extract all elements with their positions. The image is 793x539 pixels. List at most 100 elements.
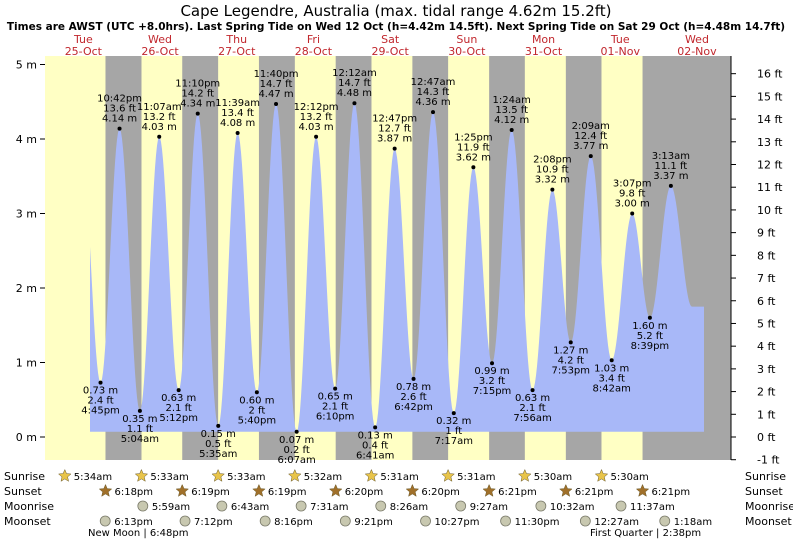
low-tide-marker	[530, 388, 535, 393]
day-headers: Tue25-OctWed26-OctThu27-OctFri28-OctSat2…	[65, 33, 717, 58]
sunset-time: 6:18pm	[114, 487, 153, 498]
day-name: Fri	[307, 33, 320, 46]
high-tide-label: 11.1 ft	[655, 161, 688, 172]
high-tide-label: 14.2 ft	[181, 89, 214, 100]
sunset-time: 6:19pm	[268, 487, 307, 498]
sunset-icon	[98, 483, 113, 497]
low-tide-label: 2 ft	[248, 405, 265, 416]
high-tide-label: 4.03 m	[142, 122, 177, 133]
sunrise-icon	[517, 468, 532, 482]
sunrise-icon	[57, 468, 72, 482]
day-date: 01-Nov	[601, 45, 641, 58]
moonset-time: 8:16pm	[274, 517, 313, 528]
high-tide-label: 10.9 ft	[536, 165, 569, 176]
low-tide-marker	[176, 388, 181, 393]
moonrise-icon	[535, 500, 547, 512]
day-name: Tue	[73, 33, 93, 46]
low-tide-marker	[254, 390, 259, 395]
low-tide-label: 6:07am	[277, 455, 315, 466]
row-label-left: Sunrise	[4, 470, 45, 483]
low-tide-label: 7:17am	[435, 436, 473, 447]
high-tide-label: 3.32 m	[535, 175, 570, 186]
high-tide-marker	[314, 134, 319, 139]
moonrise-icon	[216, 500, 228, 512]
low-tide-label: 0.32 m	[436, 416, 471, 427]
moonset-time: 1:18am	[674, 517, 712, 528]
row-label-right: Moonset	[745, 515, 792, 528]
high-tide-label: 3:07pm	[613, 179, 652, 190]
y-tick-label-left: 0 m	[16, 431, 37, 444]
low-tide-label: 0.2 ft	[283, 445, 309, 456]
y-tick-label-left: 1 m	[16, 357, 37, 370]
low-tide-label: 2.1 ft	[165, 403, 191, 414]
sunrise-icon	[287, 468, 302, 482]
row-label-left: Moonrise	[4, 500, 54, 513]
row-label-right: Moonrise	[745, 500, 793, 513]
low-tide-label: 0.65 m	[318, 392, 353, 403]
low-tide-label: 4:45pm	[81, 406, 120, 417]
y-tick-label-left: 2 m	[16, 282, 37, 295]
low-tide-label: 5.2 ft	[637, 331, 663, 342]
low-tide-marker	[647, 315, 652, 320]
sunset-icon	[175, 483, 190, 497]
y-tick-label-right: 10 ft	[757, 204, 783, 217]
low-tide-label: 0.15 m	[201, 429, 236, 440]
row-label-right: Sunset	[745, 485, 783, 498]
day-date: 26-Oct	[141, 45, 179, 58]
high-tide-label: 12:47pm	[372, 114, 417, 125]
sunset-icon	[405, 483, 420, 497]
high-tide-label: 2:09am	[572, 121, 610, 132]
low-tide-label: 0.63 m	[515, 393, 550, 404]
moonset-time: 12:27am	[594, 517, 639, 528]
row-label-left: Moonset	[4, 515, 51, 528]
day-date: 27-Oct	[218, 45, 256, 58]
low-tide-label: 0.35 m	[122, 414, 157, 425]
low-tide-label: 7:56am	[513, 413, 551, 424]
low-tide-marker	[333, 386, 338, 391]
low-tide-label: 0.60 m	[239, 395, 274, 406]
y-tick-label-left: 3 m	[16, 208, 37, 221]
day-date: 30-Oct	[448, 45, 486, 58]
sunrise-time: 5:30am	[534, 472, 572, 483]
sunrise-icon	[441, 468, 455, 482]
high-tide-label: 3.77 m	[573, 141, 608, 152]
moonset-icon	[99, 515, 111, 527]
y-tick-label-right: 9 ft	[757, 227, 776, 240]
sunset-icon	[482, 483, 496, 497]
day-name: Tue	[610, 33, 630, 46]
high-tide-marker	[117, 126, 122, 131]
high-tide-marker	[471, 165, 476, 170]
low-tide-marker	[294, 429, 299, 434]
low-tide-label: 0.5 ft	[205, 439, 231, 450]
high-tide-marker	[550, 187, 555, 192]
y-tick-label-right: 8 ft	[757, 249, 776, 262]
low-tide-label: 7:53pm	[551, 365, 590, 376]
high-tide-label: 14.3 ft	[417, 87, 450, 98]
day-date: 02-Nov	[677, 45, 717, 58]
low-tide-label: 8:39pm	[631, 341, 670, 352]
y-tick-label-left: 4 m	[16, 133, 37, 146]
low-tide-label: 5:12pm	[159, 413, 198, 424]
moonset-time: 10:27pm	[435, 517, 480, 528]
high-tide-label: 12:12pm	[294, 102, 339, 113]
moonrise-time: 7:31am	[310, 502, 348, 513]
high-tide-label: 3.00 m	[615, 199, 650, 210]
moonrise-time: 9:27am	[470, 502, 508, 513]
y-tick-label-right: 3 ft	[757, 363, 776, 376]
moonrise-icon	[137, 500, 149, 512]
y-tick-label-right: 6 ft	[757, 295, 776, 308]
y-tick-label-right: 11 ft	[757, 181, 783, 194]
moonrise-time: 8:26am	[390, 502, 428, 513]
low-tide-marker	[137, 408, 142, 413]
day-name: Mon	[532, 33, 555, 46]
sunrise-time: 5:32am	[304, 472, 342, 483]
low-tide-label: 4.2 ft	[558, 355, 584, 366]
high-tide-label: 10:42pm	[97, 94, 142, 105]
day-name: Wed	[685, 33, 709, 46]
high-tide-label: 11.9 ft	[457, 142, 490, 153]
high-tide-label: 4.36 m	[415, 97, 450, 108]
y-tick-label-right: 16 ft	[757, 68, 783, 81]
low-tide-label: 1.03 m	[594, 363, 629, 374]
moonset-icon	[179, 515, 191, 527]
